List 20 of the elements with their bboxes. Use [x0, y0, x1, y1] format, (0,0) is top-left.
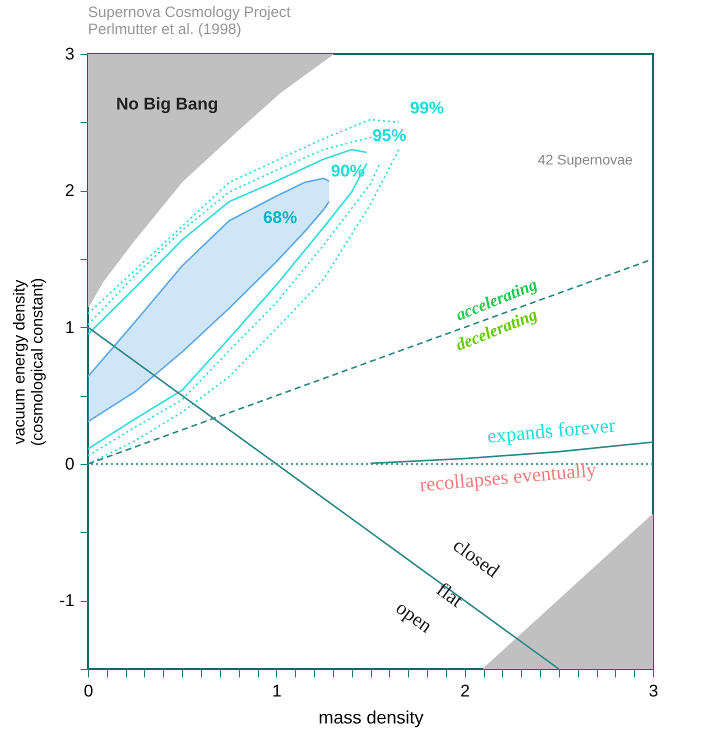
- x-tick-label: 3: [648, 682, 658, 700]
- x-axis-title: mass density: [318, 708, 424, 728]
- annotation: expands forever: [486, 414, 616, 448]
- y-tick-label: 0: [65, 454, 74, 474]
- annotation: No Big Bang: [116, 94, 218, 114]
- chart-subtitle: Perlmutter et al. (1998): [88, 21, 242, 38]
- y-tick-label: 3: [65, 44, 74, 64]
- annotation: 68%: [263, 208, 298, 227]
- x-tick-label: 1: [272, 682, 282, 700]
- annotation: 99%: [410, 98, 444, 118]
- annotation: 95%: [372, 126, 406, 145]
- y-tick-label: 2: [65, 181, 74, 200]
- y-tick-label: -1: [59, 591, 74, 610]
- y-axis-title: vacuum energy density (cosmological constant): [11, 278, 46, 446]
- chart-title: Supernova Cosmology Project: [88, 4, 292, 21]
- x-tick-label: 0: [84, 682, 94, 700]
- y-tick-label: 1: [65, 318, 74, 337]
- annotation: recollapses eventually: [418, 458, 598, 496]
- x-tick-label: 2: [460, 682, 470, 700]
- annotation: 42 Supernovae: [538, 152, 633, 168]
